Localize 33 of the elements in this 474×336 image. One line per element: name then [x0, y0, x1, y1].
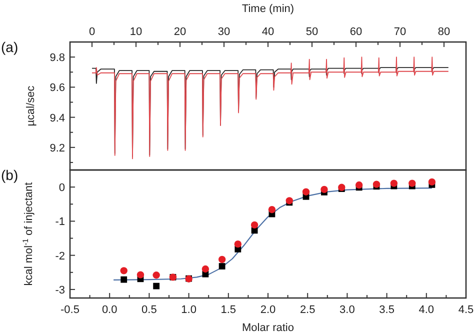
x-tick-label: 2.5: [300, 304, 316, 316]
x-tick-label: 2.0: [260, 304, 276, 316]
y-tick-label: -3: [55, 284, 65, 296]
x-tick-label: 1.5: [220, 304, 236, 316]
x-tick-label: 0.0: [102, 304, 118, 316]
x-axis-title: Time (min): [242, 3, 294, 15]
x-tick-label: 20: [174, 26, 186, 38]
x-tick-label: 50: [306, 26, 318, 38]
x-tick-label: 0.5: [142, 304, 157, 316]
x-tick-label: 30: [218, 26, 230, 38]
x-tick-label: 1.0: [181, 304, 196, 316]
x-tick-label: 4.5: [458, 304, 474, 316]
x-tick-label: 0: [88, 26, 96, 38]
x-tick-label: 60: [350, 26, 362, 38]
y-tick-label: -2: [55, 250, 65, 262]
y-axis-title: µcal/sec: [25, 85, 37, 126]
y-tick-label: 9.2: [50, 142, 65, 154]
x-tick-label: 40: [262, 26, 274, 38]
y-tick-label: 9.4: [50, 112, 65, 124]
x-tick-label: -0.5: [60, 304, 80, 316]
x-tick-label: 10: [130, 26, 142, 38]
x-tick-label: 3.0: [340, 304, 355, 316]
y-tick-label: -1: [55, 216, 65, 228]
y-tick-label: 0: [58, 182, 65, 194]
x-tick-label: 3.5: [379, 304, 394, 316]
x-tick-label: 70: [394, 26, 406, 38]
chart-title: (a): [1, 39, 18, 55]
chart-title: (b): [1, 167, 18, 183]
y-tick-label: 9.6: [50, 82, 65, 94]
x-tick-label: 80: [438, 26, 450, 38]
y-tick-label: 9.8: [50, 52, 65, 64]
x-axis-title: Molar ratio: [242, 322, 294, 334]
x-tick-label: 4.0: [418, 304, 434, 316]
